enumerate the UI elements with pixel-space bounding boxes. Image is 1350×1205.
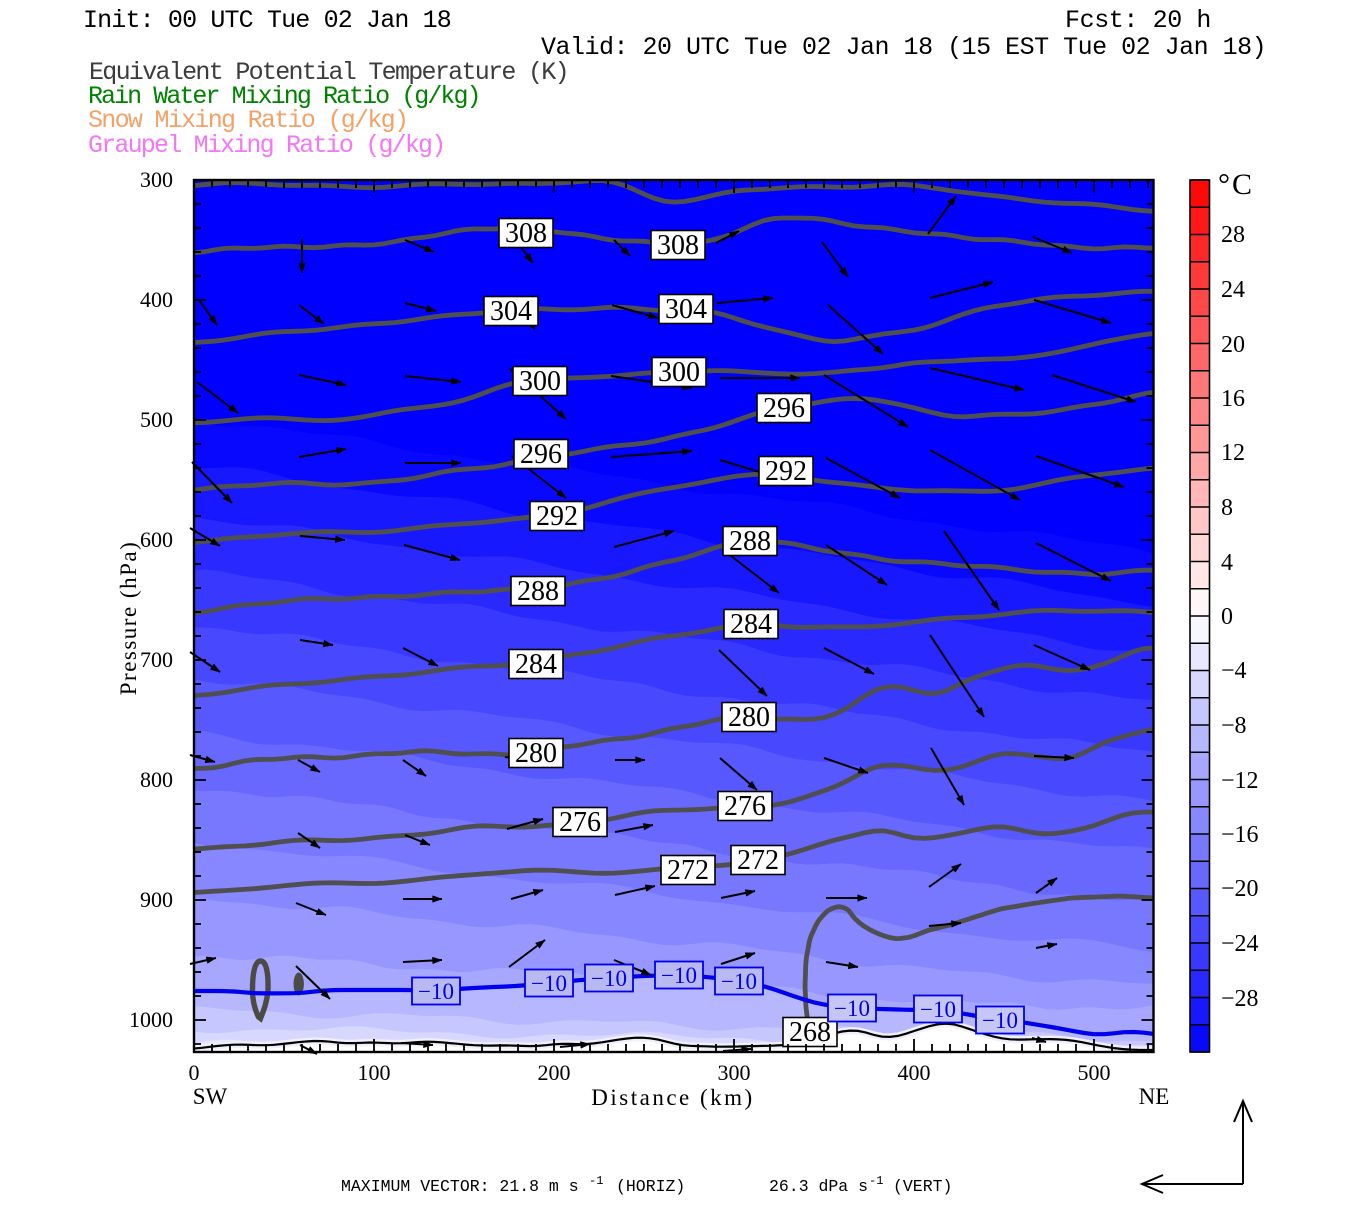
svg-text:(HORIZ): (HORIZ) [616,1177,685,1196]
svg-text:Snow Mixing Ratio (g/kg): Snow Mixing Ratio (g/kg) [88,106,407,135]
svg-text:−10: −10 [920,997,956,1022]
svg-text:284: 284 [730,609,772,640]
svg-text:308: 308 [657,230,699,261]
svg-text:0: 0 [189,1060,200,1085]
svg-text:300: 300 [140,167,173,192]
svg-text:24: 24 [1221,277,1245,303]
svg-text:−8: −8 [1221,713,1247,739]
svg-text:280: 280 [728,702,770,733]
svg-text:−10: −10 [834,996,870,1021]
svg-text:16: 16 [1221,386,1245,412]
svg-text:800: 800 [140,767,173,792]
svg-text:200: 200 [538,1060,571,1085]
svg-text:0: 0 [1221,604,1233,630]
svg-text:292: 292 [765,456,807,487]
svg-text:400: 400 [898,1060,931,1085]
svg-text:−20: −20 [1221,876,1259,902]
svg-text:268: 268 [789,1017,831,1048]
svg-text:28: 28 [1221,222,1245,248]
svg-text:-1: -1 [869,1174,883,1188]
svg-text:272: 272 [737,845,779,876]
svg-text:272: 272 [667,855,709,886]
svg-text:Rain Water Mixing Ratio (g/kg): Rain Water Mixing Ratio (g/kg) [88,82,480,111]
svg-text:−10: −10 [721,969,757,994]
svg-text:-1: -1 [589,1174,603,1188]
svg-text:Equivalent Potential Temperatu: Equivalent Potential Temperature (K) [89,58,568,87]
svg-text:8: 8 [1221,495,1233,521]
svg-text:20: 20 [1221,332,1245,358]
svg-text:308: 308 [505,218,547,249]
svg-text:−12: −12 [1221,768,1259,794]
svg-text:Pressure (hPa): Pressure (hPa) [116,541,141,696]
svg-text:−16: −16 [1221,822,1259,848]
svg-text:284: 284 [515,649,557,680]
svg-text:276: 276 [559,807,601,838]
svg-text:300: 300 [519,366,561,397]
svg-text:−4: −4 [1221,658,1247,684]
svg-text:304: 304 [490,296,532,327]
svg-text:900: 900 [140,887,173,912]
svg-text:700: 700 [140,647,173,672]
svg-text:280: 280 [515,738,557,769]
svg-text:288: 288 [729,526,771,557]
svg-text:1000: 1000 [129,1007,173,1032]
svg-text:NE: NE [1139,1084,1170,1109]
svg-text:−24: −24 [1221,931,1259,957]
svg-text:288: 288 [517,576,559,607]
svg-text:276: 276 [724,791,766,822]
svg-text:304: 304 [665,294,707,325]
svg-text:296: 296 [763,393,805,424]
svg-text:Fcst: 20 h: Fcst: 20 h [1065,6,1211,35]
svg-text:−10: −10 [982,1008,1018,1033]
svg-text:12: 12 [1221,440,1245,466]
svg-text:SW: SW [193,1084,228,1109]
svg-text:(VERT): (VERT) [893,1177,952,1196]
svg-text:296: 296 [520,439,562,470]
svg-text:−10: −10 [531,971,567,996]
svg-text:100: 100 [358,1060,391,1085]
svg-text:MAXIMUM VECTOR: 21.8 m s: MAXIMUM VECTOR: 21.8 m s [341,1177,579,1196]
svg-text:−28: −28 [1221,986,1259,1012]
svg-text:−10: −10 [418,979,454,1004]
svg-text:300: 300 [718,1060,751,1085]
svg-text:−10: −10 [591,966,627,991]
svg-text:Valid: 20 UTC Tue 02 Jan 18 (1: Valid: 20 UTC Tue 02 Jan 18 (15 EST Tue … [541,33,1266,62]
svg-text:500: 500 [1078,1060,1111,1085]
svg-text:Distance (km): Distance (km) [591,1085,754,1110]
svg-text:300: 300 [658,357,700,388]
svg-text:292: 292 [536,501,578,532]
svg-text:°C: °C [1218,168,1254,201]
svg-text:4: 4 [1221,550,1233,576]
svg-text:Init: 00 UTC Tue 02 Jan 18: Init: 00 UTC Tue 02 Jan 18 [83,6,451,35]
svg-text:26.3 dPa s: 26.3 dPa s [769,1177,868,1196]
svg-text:−10: −10 [661,963,697,988]
svg-text:500: 500 [140,407,173,432]
svg-text:Graupel Mixing Ratio (g/kg): Graupel Mixing Ratio (g/kg) [88,131,444,160]
svg-text:400: 400 [140,287,173,312]
svg-text:600: 600 [140,527,173,552]
